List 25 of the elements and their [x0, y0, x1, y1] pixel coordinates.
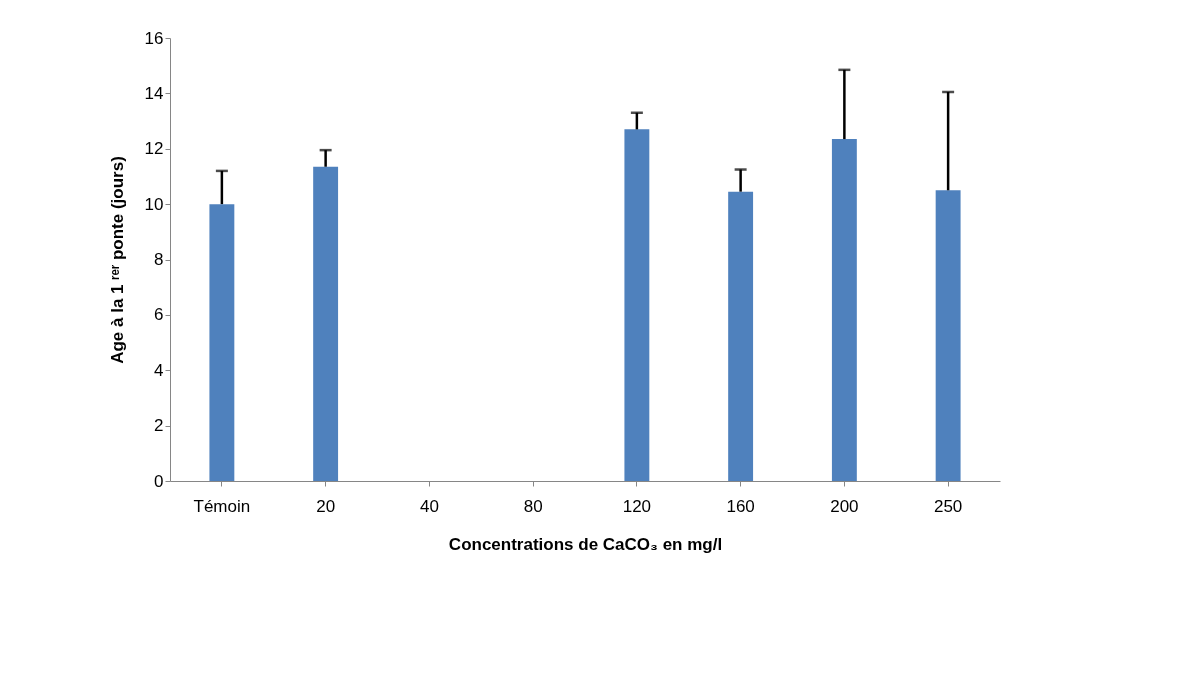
x-tick-label: 40 [419, 496, 439, 516]
bar [313, 166, 339, 481]
y-tick-label: 8 [154, 250, 164, 269]
x-tick-label: 250 [933, 496, 963, 516]
y-tick-label: 0 [154, 471, 164, 491]
y-tick-label: 10 [144, 194, 164, 214]
x-tick-label: Témoin [193, 496, 251, 516]
x-tick-label: 20 [316, 496, 336, 516]
y-axis-title: Age à la 1 ʳᵉʳ ponte (jours) [107, 156, 127, 364]
x-tick-label: 80 [523, 496, 543, 516]
x-tick-label: 200 [830, 496, 859, 516]
bar [209, 204, 235, 481]
y-tick-label: 16 [144, 28, 164, 48]
y-tick-label: 12 [144, 139, 164, 159]
x-tick-label: 160 [726, 496, 755, 516]
y-tick-label: 2 [154, 416, 164, 436]
bar [728, 191, 754, 481]
y-tick-label: 14 [144, 83, 164, 103]
y-tick-label: 4 [154, 360, 164, 380]
bar [935, 190, 961, 481]
y-tick-label: 6 [154, 305, 164, 325]
bar [831, 139, 857, 481]
x-tick-label: 120 [622, 496, 652, 516]
x-axis-title: Concentrations de CaCO₃ en mg/l [448, 534, 723, 554]
bar [624, 129, 650, 481]
